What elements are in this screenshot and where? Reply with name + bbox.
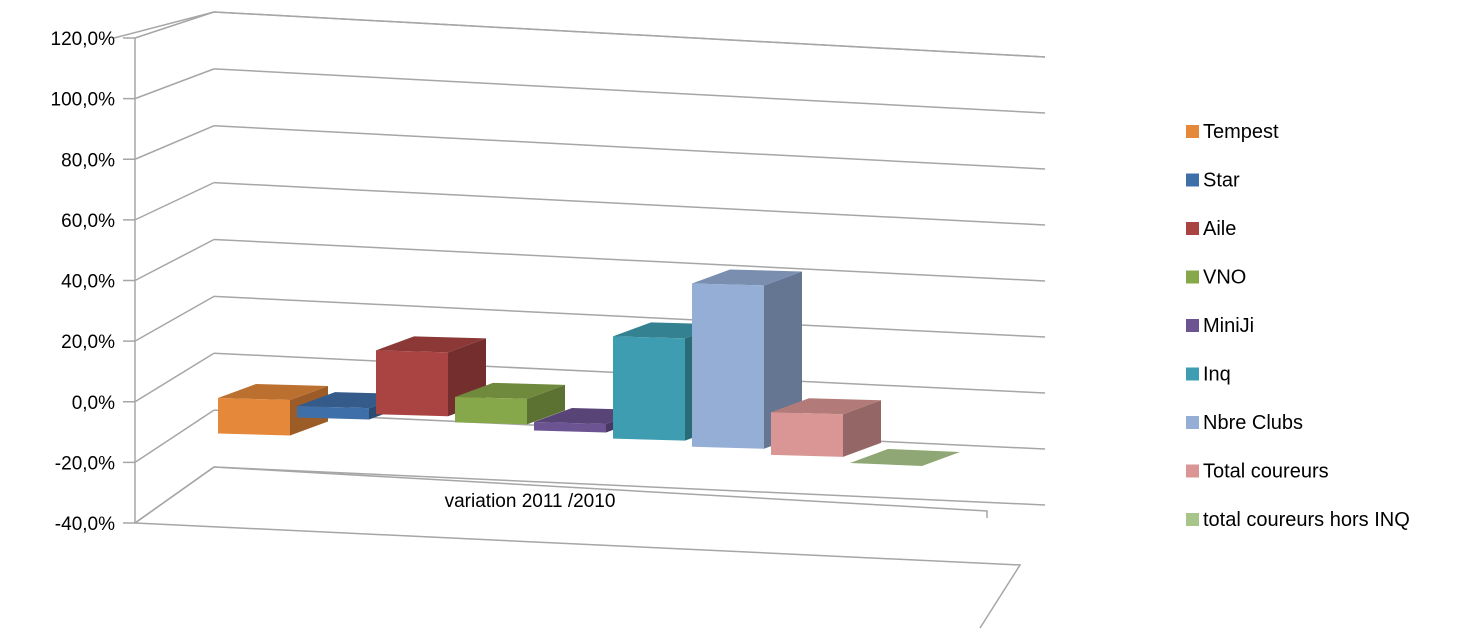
legend: Tempest Star Aile VNO MiniJi Inq Nbre Clubs Tot… [1186,121,1410,531]
legend-swatch [1186,319,1199,332]
bar-vno [455,382,565,425]
bar-front [771,412,843,457]
bar-front [534,421,606,433]
chart-walls [113,11,1046,629]
bar-front [376,350,448,417]
y-tick-label: 40,0% [61,272,115,293]
legend-label: Total coureurs [1203,461,1329,483]
gridline-side [134,68,215,100]
gridline [213,238,1046,282]
legend-label: Star [1203,170,1240,192]
legend-item: total coureurs hors INQ [1186,509,1410,531]
legend-item: Nbre Clubs [1186,412,1303,434]
bar-top [218,384,328,400]
floor-front-edge [134,522,1022,629]
bar-front [297,406,369,420]
legend-swatch [1186,416,1199,429]
y-tick-label: 60,0% [61,211,115,232]
y-axis-ticks: 120,0% 100,0% 80,0% 60,0% 40,0% 20,0% 0,0% -20,… [51,29,135,535]
gridline-side [134,352,215,403]
gridline-side [134,181,215,221]
bar-front [613,336,685,441]
legend-swatch [1186,513,1199,526]
floor-back-edge [213,466,988,518]
gridlines [134,11,1046,524]
bar-top [850,449,960,466]
legend-swatch [1186,270,1199,284]
legend-item: Tempest [1186,121,1279,143]
legend-label: Nbre Clubs [1203,412,1303,434]
legend-label: total coureurs hors INQ [1203,509,1410,531]
legend-label: MiniJi [1203,315,1254,337]
y-tick-label: 20,0% [61,332,115,353]
legend-item: VNO [1186,267,1246,289]
gridline-side [134,238,215,282]
legend-item: Inq [1186,364,1231,386]
x-category-label: variation 2011 /2010 [445,491,616,512]
gridline-side [134,125,215,160]
bar-top [771,398,881,415]
y-tick-label: 0,0% [72,393,115,414]
bar-front [455,396,527,425]
gridline [213,295,1046,338]
legend-item: Aile [1186,218,1236,240]
legend-swatch [1186,125,1199,138]
bar-total-coureurs [771,398,881,457]
wall-top-edge [113,11,215,39]
gridline-side [134,295,215,342]
legend-swatch [1186,173,1199,187]
gridline [213,68,1046,114]
legend-label: Tempest [1203,121,1279,143]
bars [218,269,960,466]
y-tick-label: 80,0% [61,150,115,171]
y-tick-label: 100,0% [51,90,116,111]
gridline-side [134,409,215,464]
legend-label: Aile [1203,218,1236,240]
y-tick-label: 120,0% [51,29,116,50]
gridline [213,181,1046,226]
bar-top [455,382,565,399]
legend-label: Inq [1203,364,1231,386]
bar-front [218,398,290,436]
bar-side [843,400,881,457]
y-tick-label: -40,0% [55,514,115,535]
legend-item: MiniJi [1186,315,1254,337]
legend-swatch [1186,367,1199,381]
gridline [213,11,1046,58]
bar-front [692,283,764,449]
legend-swatch [1186,464,1199,478]
y-tick-label: -20,0% [55,453,115,474]
gridline [213,125,1046,170]
bar-total-coureurs-hors-inq [850,449,960,466]
gridline-side [134,466,215,524]
bar-top [376,336,486,353]
gridline-side [134,11,215,39]
bar-top [692,269,802,286]
legend-item: Total coureurs [1186,461,1329,483]
bar-side [527,384,565,425]
legend-label: VNO [1203,267,1246,289]
legend-swatch [1186,222,1199,235]
gridline [213,466,1046,506]
legend-item: Star [1186,170,1240,192]
